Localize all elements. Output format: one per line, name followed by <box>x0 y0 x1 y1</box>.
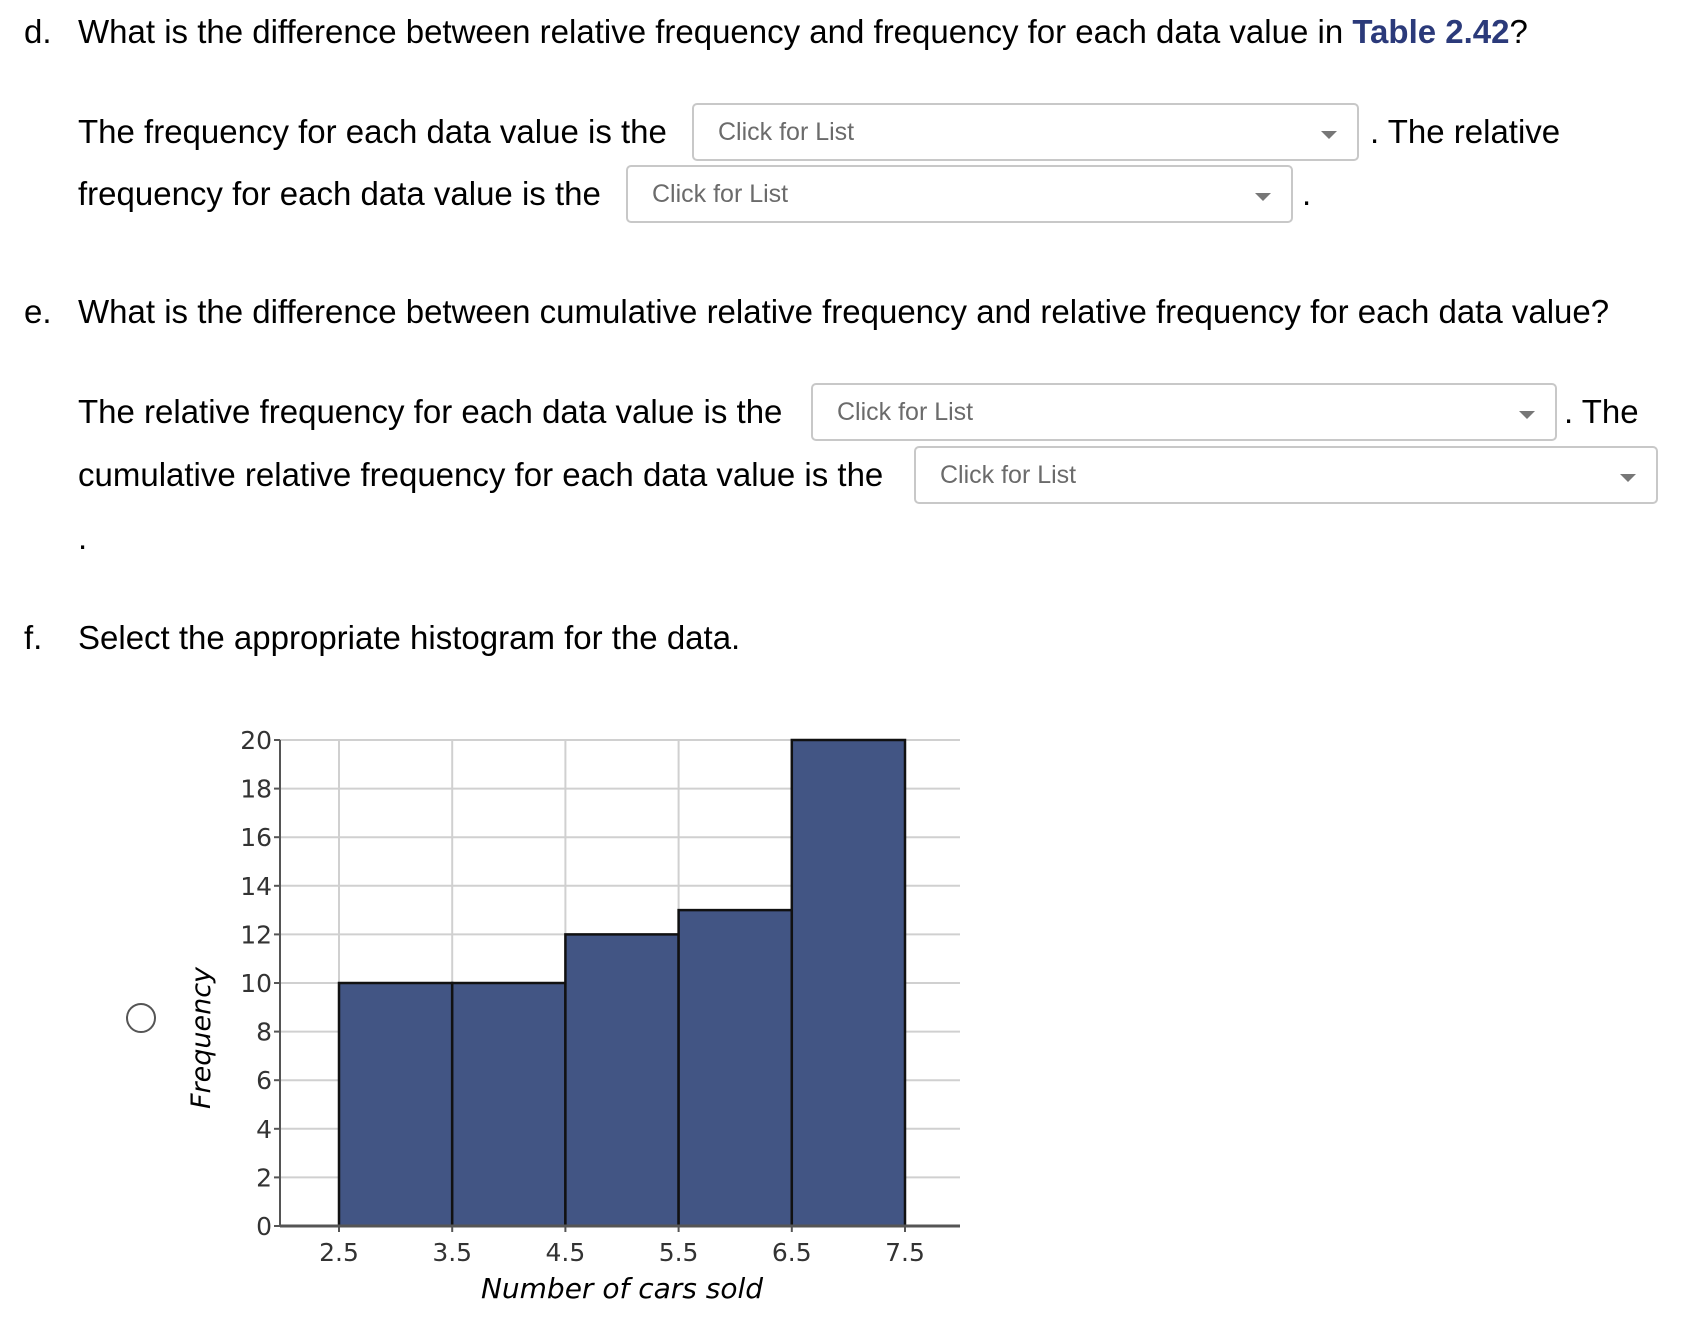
question-e-text: What is the difference between cumulativ… <box>78 293 1610 330</box>
y-tick-label: 18 <box>240 775 272 804</box>
x-tick-label: 4.5 <box>546 1238 586 1267</box>
histogram-bar <box>450 981 567 1228</box>
question-d-letter: d. <box>24 13 52 50</box>
d-sentence1-suffix: . The relative <box>1370 113 1561 150</box>
y-tick-label: 20 <box>240 726 272 755</box>
y-tick-label: 8 <box>256 1018 272 1047</box>
chevron-down-icon <box>1255 193 1271 201</box>
y-tick-label: 0 <box>256 1212 272 1241</box>
question-f-text: Select the appropriate histogram for the… <box>78 619 741 656</box>
d-dropdown-frequency[interactable]: Click for List <box>692 103 1359 161</box>
x-tick-label: 3.5 <box>432 1238 472 1267</box>
chevron-down-icon <box>1321 131 1337 139</box>
histogram-chart: 0 2 4 6 8 10 12 14 16 18 20 2.5 3.5 4.5 5.5 6.5 7.5 Freq… <box>186 726 960 1305</box>
e-sentence2-suffix: . <box>78 519 88 556</box>
question-d-mark: ? <box>1509 13 1528 50</box>
table-link[interactable]: Table 2.42 <box>1352 13 1510 50</box>
e-sentence2-prefix: cumulative relative frequency for each d… <box>78 456 884 493</box>
e-sentence1-prefix: The relative frequency for each data val… <box>78 393 783 430</box>
d-dropdown-relative-frequency[interactable]: Click for List <box>626 165 1293 223</box>
dropdown-placeholder: Click for List <box>652 180 789 208</box>
e-dropdown-relative-frequency[interactable]: Click for List <box>811 383 1557 441</box>
question-d-text: What is the difference between relative … <box>78 13 1353 50</box>
d-sentence2-suffix: . <box>1302 175 1312 212</box>
x-tick-label: 7.5 <box>885 1238 925 1267</box>
dropdown-placeholder: Click for List <box>718 118 855 146</box>
x-tick-label: 5.5 <box>659 1238 699 1267</box>
d-sentence1-prefix: The frequency for each data value is the <box>78 113 667 150</box>
y-tick-label: 16 <box>240 823 272 852</box>
histogram-bar <box>337 981 454 1228</box>
chevron-down-icon <box>1620 474 1636 482</box>
histogram-bar <box>677 908 794 1228</box>
chevron-down-icon <box>1519 411 1535 419</box>
chart-bars <box>337 738 907 1228</box>
x-tick-label: 6.5 <box>772 1238 812 1267</box>
x-tick-label: 2.5 <box>319 1238 359 1267</box>
question-f-letter: f. <box>24 619 43 656</box>
y-tick-label: 4 <box>256 1115 272 1144</box>
d-sentence2-prefix: frequency for each data value is the <box>78 175 601 212</box>
x-axis-label: Number of cars sold <box>481 1272 763 1305</box>
dropdown-placeholder: Click for List <box>837 398 974 426</box>
dropdown-placeholder: Click for List <box>940 461 1077 489</box>
histogram-bar <box>790 738 907 1228</box>
e-dropdown-cumulative[interactable]: Click for List <box>914 446 1658 504</box>
histogram-option-radio[interactable] <box>126 1003 156 1033</box>
y-tick-label: 14 <box>240 872 272 901</box>
question-e: e. What is the difference between cumulat… <box>24 292 1609 332</box>
e-sentence1-suffix: . The <box>1564 393 1639 430</box>
chart-axes: 0 2 4 6 8 10 12 14 16 18 20 2.5 3.5 4.5 5.5 6.5 7.5 <box>240 726 960 1267</box>
y-tick-label: 12 <box>240 920 272 949</box>
histogram-bar <box>564 933 680 1228</box>
question-e-letter: e. <box>24 293 52 330</box>
y-axis-label: Frequency <box>186 966 217 1109</box>
question-f: f. Select the appropriate histogram for t… <box>24 618 740 658</box>
y-tick-label: 6 <box>256 1066 272 1095</box>
y-tick-label: 10 <box>240 969 272 998</box>
y-tick-label: 2 <box>256 1163 272 1192</box>
question-d: d. What is the difference between relativ… <box>24 12 1528 52</box>
